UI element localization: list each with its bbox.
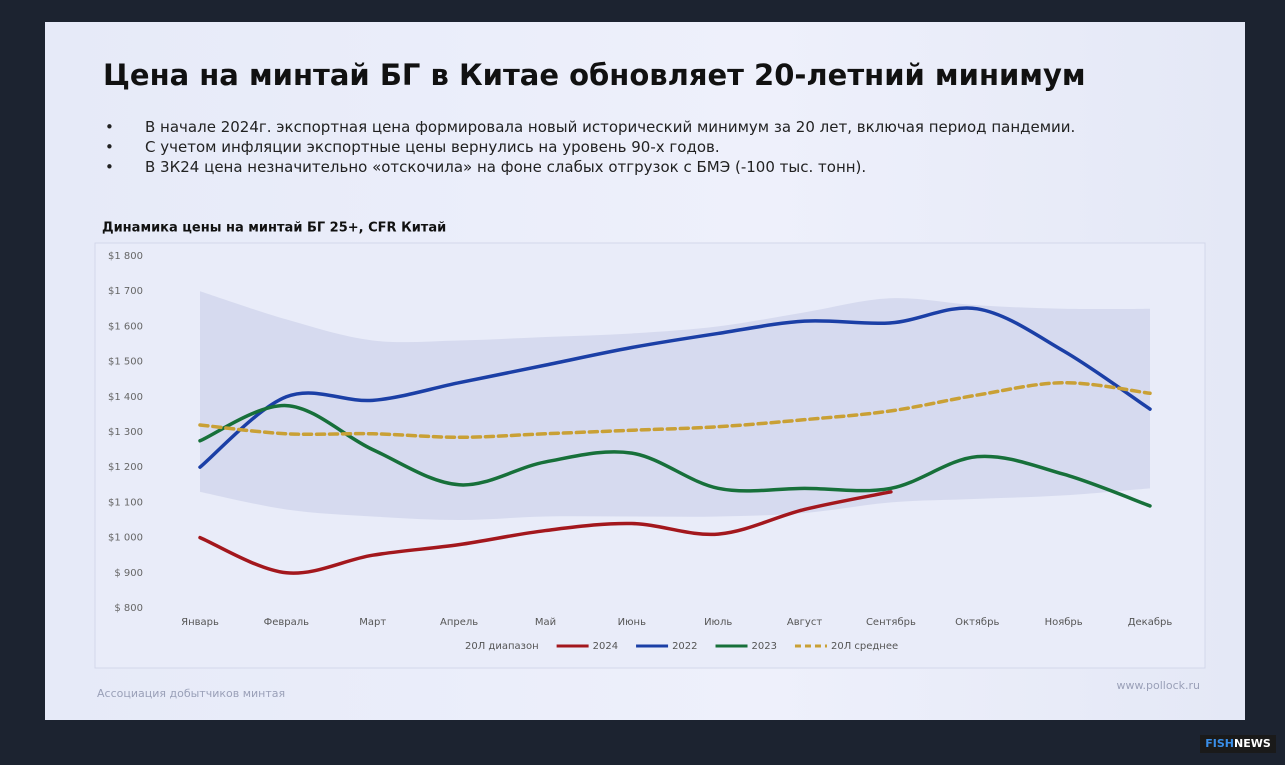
- x-tick-label: Ноябрь: [1045, 617, 1083, 628]
- series-line: [198, 490, 893, 575]
- y-tick-label: $1 500: [108, 357, 143, 368]
- x-tick-label: Сентябрь: [866, 617, 916, 628]
- y-tick-label: $ 900: [114, 568, 143, 579]
- watermark-news: NEWS: [1233, 737, 1271, 750]
- x-tick-label: Февраль: [264, 617, 310, 628]
- legend-label: 2024: [593, 641, 618, 652]
- bullet: • В 3К24 цена незначительно «отскочила» н…: [105, 158, 867, 176]
- y-tick-label: $1 800: [108, 251, 143, 262]
- x-tick-label: Июль: [704, 617, 732, 628]
- y-tick-label: $1 000: [108, 533, 143, 544]
- x-tick-label: Апрель: [440, 617, 478, 628]
- bullet: • В начале 2024г. экспортная цена формиро…: [105, 118, 1076, 136]
- bullet-text: С учетом инфляции экспортные цены вернул…: [145, 138, 720, 156]
- x-tick-label: Март: [359, 617, 386, 628]
- chart-title: Динамика цены на минтай БГ 25+, CFR Кита…: [102, 221, 446, 236]
- range-band: [200, 291, 1150, 520]
- x-tick-label: Декабрь: [1128, 617, 1173, 628]
- y-tick-label: $1 400: [108, 392, 143, 403]
- legend-label: 2022: [672, 641, 697, 652]
- legend-label: 20Л диапазон: [465, 641, 539, 652]
- y-tick-label: $1 200: [108, 462, 143, 473]
- series-line: [198, 306, 1152, 469]
- footer-right: www.pollock.ru: [1116, 679, 1200, 692]
- y-tick-label: $1 700: [108, 286, 143, 297]
- series-line: [198, 380, 1152, 440]
- x-tick-label: Май: [535, 617, 556, 628]
- bullet: • С учетом инфляции экспортные цены верну…: [105, 138, 720, 156]
- legend-label: 20Л среднее: [831, 641, 898, 652]
- y-tick-label: $ 800: [114, 603, 143, 614]
- y-tick-label: $1 100: [108, 497, 143, 508]
- watermark: FISHNEWS: [1200, 735, 1276, 753]
- bullet-text: В начале 2024г. экспортная цена формиров…: [145, 118, 1076, 136]
- legend-label: 2023: [752, 641, 777, 652]
- x-tick-label: Июнь: [618, 617, 646, 628]
- y-tick-label: $1 300: [108, 427, 143, 438]
- bullet-text: В 3К24 цена незначительно «отскочила» на…: [145, 158, 867, 176]
- series-line: [198, 403, 1152, 508]
- x-tick-label: Октябрь: [955, 617, 999, 628]
- y-tick-label: $1 600: [108, 321, 143, 332]
- x-tick-label: Январь: [181, 617, 219, 628]
- bullet-list: • В начале 2024г. экспортная цена формиро…: [105, 118, 1075, 178]
- watermark-fish: FISH: [1205, 737, 1234, 750]
- footer-left: Ассоциация добытчиков минтая: [97, 687, 286, 700]
- x-tick-label: Август: [787, 617, 822, 628]
- slide-title: Цена на минтай БГ в Китае обновляет 20-л…: [103, 58, 1086, 92]
